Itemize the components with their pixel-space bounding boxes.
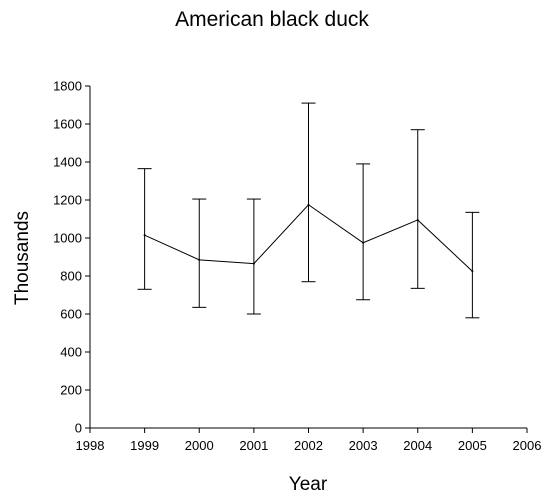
- x-tick-label: 2004: [403, 438, 432, 453]
- y-tick-label: 1800: [53, 79, 82, 94]
- y-axis-title: Thousands: [12, 211, 33, 305]
- y-tick-label: 200: [60, 383, 82, 398]
- x-axis-title: Year: [289, 474, 328, 495]
- chart-title: American black duck: [175, 8, 369, 31]
- series-group: [143, 203, 474, 273]
- y-tick-label: 1600: [53, 117, 82, 132]
- x-tick-label: 2002: [294, 438, 323, 453]
- data-point: [198, 258, 201, 261]
- tick-group: 0 200 400 600 800 1000 1200 1400 1600 1800 1998 199…: [53, 79, 541, 454]
- x-tick-label: 2000: [185, 438, 214, 453]
- y-tick-label: 600: [60, 307, 82, 322]
- y-tick-label: 800: [60, 269, 82, 284]
- error-bar-group: [137, 102, 480, 319]
- data-point: [471, 270, 474, 273]
- x-tick-label: 2001: [239, 438, 268, 453]
- x-tick-label: 2003: [349, 438, 378, 453]
- x-tick-label: 1999: [130, 438, 159, 453]
- y-tick-label: 1000: [53, 231, 82, 246]
- x-tick-label: 1998: [76, 438, 105, 453]
- y-tick-label: 1200: [53, 193, 82, 208]
- x-tick-label: 2006: [513, 438, 542, 453]
- data-point: [362, 241, 365, 244]
- data-point: [252, 262, 255, 265]
- y-tick-label: 1400: [53, 155, 82, 170]
- data-point: [416, 218, 419, 221]
- x-tick-label: 2005: [458, 438, 487, 453]
- y-tick-label: 0: [75, 421, 82, 436]
- data-point: [143, 234, 146, 237]
- y-tick-label: 400: [60, 345, 82, 360]
- data-point: [307, 203, 310, 206]
